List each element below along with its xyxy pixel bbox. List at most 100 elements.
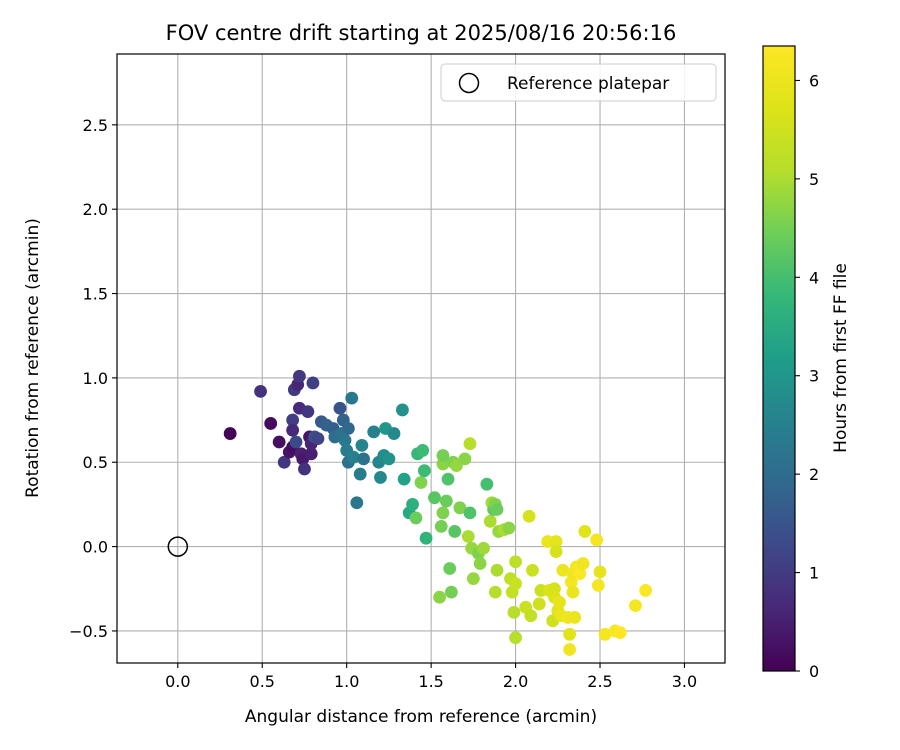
colorbar-tick-label: 0 (809, 662, 819, 681)
data-point (264, 417, 278, 430)
data-point (639, 584, 653, 597)
data-point (419, 531, 433, 545)
data-point (578, 525, 592, 538)
plot-frame (116, 53, 726, 664)
data-point (286, 413, 300, 427)
data-point (556, 563, 570, 577)
data-point (347, 450, 360, 464)
colorbar-tick-label: 1 (809, 564, 819, 583)
legend: Reference platepar (440, 63, 717, 102)
data-point (254, 384, 267, 398)
data-point (396, 403, 409, 417)
data-point (563, 627, 577, 641)
x-tick-label: 2.5 (587, 672, 612, 691)
data-point (445, 585, 458, 599)
data-point (509, 631, 522, 645)
data-point (473, 557, 487, 570)
data-point (453, 501, 467, 515)
data-point (463, 437, 477, 451)
data-point (311, 432, 325, 446)
grid-lines (117, 54, 725, 663)
data-point (598, 627, 612, 641)
data-point (466, 572, 480, 586)
data-point (436, 506, 450, 520)
x-tick-label: 3.0 (672, 672, 697, 691)
data-point (593, 565, 607, 579)
reference-platepar-marker (167, 536, 189, 557)
colorbar-label: Hours from first FF file (831, 263, 851, 453)
data-point (338, 433, 352, 447)
data-point (461, 530, 475, 543)
data-point (406, 498, 419, 511)
data-point (286, 423, 300, 437)
colorbar-tick-label: 5 (809, 170, 819, 189)
x-tick-label: 2.0 (503, 672, 528, 691)
x-tick-label: 1.5 (418, 672, 443, 691)
data-point (304, 447, 318, 461)
scatter-points (223, 369, 653, 656)
data-point (433, 590, 446, 604)
data-point (428, 491, 441, 505)
y-tick-label: 1.5 (83, 285, 108, 304)
legend-label: Reference platepar (507, 74, 669, 94)
data-point (441, 472, 455, 486)
data-point (301, 405, 315, 419)
data-point (563, 643, 577, 656)
data-point (298, 462, 311, 476)
data-point (350, 496, 364, 510)
data-point (289, 435, 303, 449)
x-axis-ticks: 0.0 0.5 1.0 1.5 2.0 2.5 3.0 (165, 663, 697, 691)
legend-marker-icon (458, 72, 480, 94)
data-point (573, 567, 587, 580)
x-tick-label: 1.0 (334, 672, 359, 691)
data-point (507, 605, 521, 619)
data-point (357, 452, 370, 466)
data-point (439, 494, 453, 508)
data-point (382, 452, 396, 466)
data-point (293, 369, 306, 383)
data-point (629, 599, 642, 613)
data-point (416, 444, 430, 457)
data-point (448, 525, 462, 538)
data-point (490, 503, 504, 516)
data-point (306, 376, 320, 390)
y-tick-label: 1.0 (83, 369, 108, 388)
data-point (524, 609, 538, 623)
data-point (355, 438, 369, 452)
data-point (477, 541, 490, 555)
data-point (397, 472, 411, 486)
x-tick-label: 0.0 (165, 672, 190, 691)
y-tick-label: 2.5 (83, 116, 108, 135)
y-tick-label: 0.5 (83, 453, 108, 472)
data-point (591, 578, 605, 592)
data-point (590, 533, 604, 547)
data-point (277, 455, 291, 469)
data-point (223, 427, 237, 440)
legend-box (440, 63, 717, 102)
data-point (490, 563, 504, 577)
data-point (488, 585, 502, 599)
x-axis-label: Angular distance from reference (arcmin) (245, 707, 597, 727)
data-point (434, 519, 448, 533)
data-point (509, 577, 522, 591)
data-point (502, 521, 516, 535)
x-tick-label: 0.5 (250, 672, 275, 691)
colorbar-tick-label: 4 (809, 268, 819, 287)
data-point (509, 555, 522, 569)
data-point (436, 449, 450, 462)
chart-title: FOV centre drift starting at 2025/08/16 … (166, 21, 677, 45)
data-point (353, 467, 367, 481)
data-point (341, 422, 355, 435)
data-point (417, 464, 431, 478)
data-point (480, 477, 494, 491)
colorbar-ticks: 0 1 2 3 4 5 6 (795, 71, 819, 681)
y-axis-label: Rotation from reference (arcmin) (23, 218, 43, 498)
data-point (526, 563, 539, 577)
data-point (549, 535, 563, 548)
data-point (483, 514, 497, 528)
y-axis-ticks: −0.5 0.0 0.5 1.0 1.5 2.0 2.5 (69, 116, 117, 641)
data-point (387, 427, 401, 440)
y-tick-label: −0.5 (69, 622, 108, 641)
data-point (568, 611, 582, 624)
data-point (522, 509, 536, 523)
